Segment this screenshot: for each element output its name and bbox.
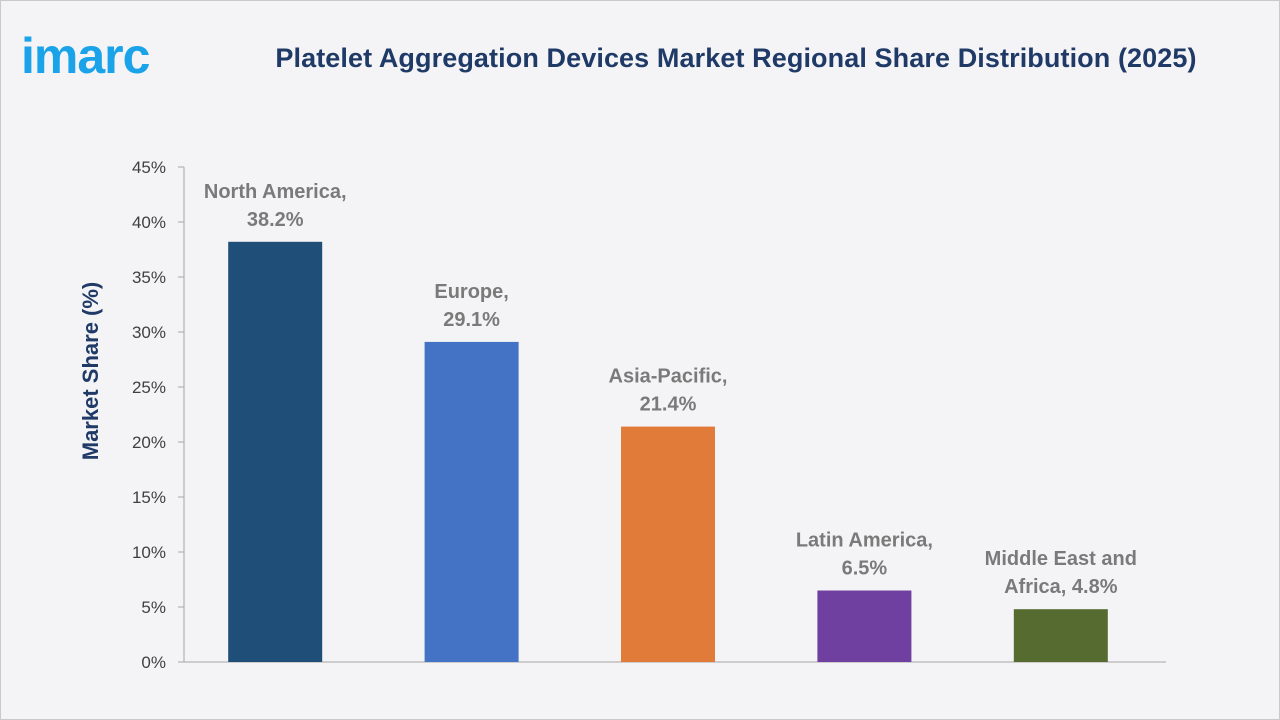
imarc-logo: imarc [21,28,151,84]
y-tick-label: 25% [132,378,166,397]
logo-text: imarc [21,28,150,84]
bar-middle-east-and-africa [1013,609,1108,662]
y-tick-label: 30% [132,323,166,342]
data-label: Europe, [434,281,508,303]
y-tick-label: 40% [132,213,166,232]
data-label: 6.5% [842,558,888,580]
bars [228,241,1108,663]
data-label: Asia-Pacific, [609,366,728,388]
y-ticks: 0% 5% 10% 15% 20% 25% 30% 35% 40% 45% [132,158,184,672]
bar-asia-pacific [621,426,715,662]
data-label: 21.4% [640,394,697,416]
y-tick-label: 0% [141,653,166,672]
data-label: Africa, 4.8% [1004,576,1118,598]
y-tick-label: 15% [132,488,166,507]
y-tick-label: 45% [132,158,166,177]
data-labels: North America, 38.2% Europe, 29.1% Asia-Paci… [204,181,1137,598]
y-tick-label: 20% [132,433,166,452]
y-tick-label: 5% [141,598,166,617]
bar-latin-america [817,590,912,662]
data-label: 38.2% [247,209,304,231]
y-tick-label: 10% [132,543,166,562]
chart-title: Platelet Aggregation Devices Market Regi… [275,43,1197,73]
bar-europe [424,341,519,662]
bar-north-america [228,241,323,663]
y-tick-label: 35% [132,268,166,287]
data-label: Latin America, [796,530,933,552]
data-label: Middle East and [985,548,1137,570]
data-label: North America, [204,181,347,203]
data-label: 29.1% [443,309,500,331]
y-axis-title: Market Share (%) [78,282,103,461]
